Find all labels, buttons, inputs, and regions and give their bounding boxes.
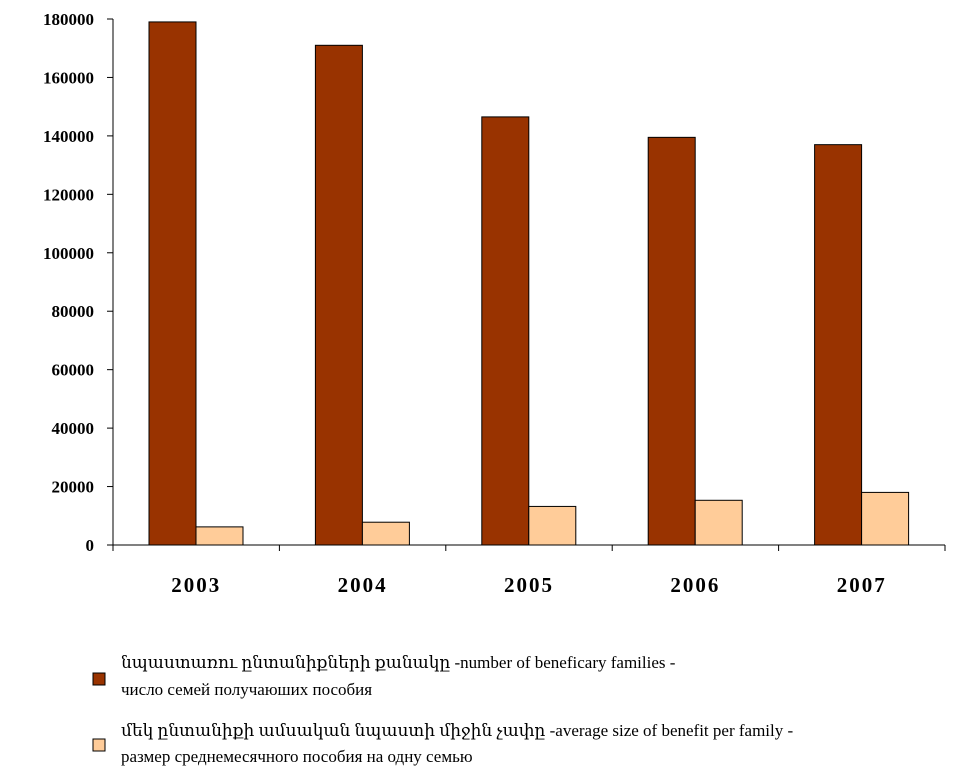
bar-average-benefit [694, 499, 743, 546]
bar-beneficiary-families [814, 144, 863, 546]
y-tick-label: 80000 [52, 302, 95, 321]
y-tick-label: 100000 [43, 244, 94, 263]
bar-beneficiary-families [148, 21, 197, 546]
bar-average-benefit [528, 505, 577, 546]
bar-beneficiary-families [647, 136, 696, 546]
x-tick-label: 2006 [670, 573, 720, 597]
y-tick-label: 40000 [52, 419, 95, 438]
x-tick-label: 2007 [837, 573, 887, 597]
x-tick-label: 2003 [171, 573, 221, 597]
y-tick-label: 160000 [43, 68, 94, 87]
legend: նպաստառու ընտանիքների քանակը -number of … [92, 653, 793, 766]
bar-average-benefit [361, 521, 410, 546]
y-tick-label: 140000 [43, 127, 94, 146]
legend-label-benefit-line1: մեկ ընտանիքի ամսական նպաստի միջին չափը -… [121, 721, 793, 740]
y-tick-label: 20000 [52, 478, 95, 497]
y-tick-label: 60000 [52, 361, 95, 380]
bar-beneficiary-families [314, 44, 363, 546]
bar-beneficiary-families [481, 116, 530, 546]
x-axis-ticks: 2003 2004 2005 2006 2007 [112, 545, 946, 597]
bar-average-benefit [861, 491, 910, 546]
y-tick-label: 120000 [43, 185, 94, 204]
legend-label-families-line1: նպաստառու ընտանիքների քանակը -number of … [121, 653, 676, 672]
y-axis-ticks: 0 20000 40000 60000 80000 100000 120000 140000 1… [43, 10, 113, 555]
bars [148, 21, 910, 546]
y-tick-label: 0 [86, 536, 95, 555]
x-tick-label: 2004 [338, 573, 388, 597]
legend-swatch-families [92, 672, 106, 686]
legend-swatch-benefit [92, 738, 106, 752]
legend-label-benefit-line2: размер среднемесячного пособия на одну с… [121, 747, 473, 766]
bar-average-benefit [195, 526, 244, 546]
legend-label-families-line2: число семей получаюших пособия [121, 680, 372, 699]
x-tick-label: 2005 [504, 573, 554, 597]
y-tick-label: 180000 [43, 10, 94, 29]
